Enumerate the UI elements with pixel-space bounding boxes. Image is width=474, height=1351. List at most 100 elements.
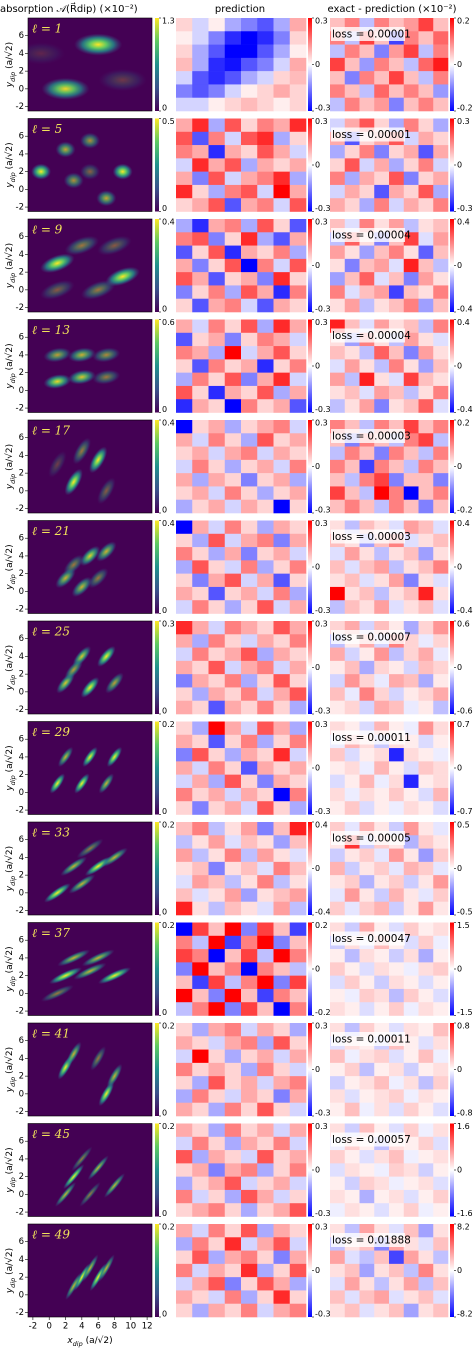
y-tick-label: -2 <box>16 705 24 715</box>
heatmap-cell <box>273 922 291 937</box>
heatmap-cell <box>344 346 360 360</box>
heatmap-cell <box>192 232 209 246</box>
heatmap-cell <box>176 473 193 487</box>
heatmap-cell <box>433 420 449 434</box>
y-label-rest: (a/√2) <box>4 1047 15 1077</box>
density-map <box>49 746 123 794</box>
heatmap-cell <box>273 935 291 950</box>
heatmap-cell <box>374 1250 390 1265</box>
heatmap-cell <box>344 901 360 916</box>
heatmap-cell <box>224 547 242 561</box>
heatmap-cell <box>344 1089 360 1104</box>
heatmap-cell <box>192 433 209 447</box>
heatmap-cell <box>374 399 390 413</box>
heatmap-cell <box>241 18 258 32</box>
heatmap-cell <box>433 359 449 373</box>
heatmap-cell <box>208 1023 226 1037</box>
colorbar-tick-label: 0 <box>315 764 320 773</box>
heatmap-cell <box>257 118 274 133</box>
heatmap-cell <box>241 600 258 614</box>
heatmap-cell <box>224 586 242 601</box>
heatmap-cell <box>257 420 274 434</box>
heatmap-cell <box>224 1203 242 1217</box>
heatmap-cell <box>192 674 209 688</box>
density-map <box>28 33 147 100</box>
heatmap-cell <box>224 184 242 199</box>
colorbar <box>450 520 454 614</box>
colorbar-tick-label: 0.5 <box>162 117 175 126</box>
heatmap-cell <box>224 835 242 849</box>
heatmap-cell <box>241 634 258 648</box>
heatmap-cell <box>344 660 360 675</box>
colorbar-tick-label: -0.2 <box>315 1008 331 1017</box>
heatmap-cell <box>344 861 360 876</box>
heatmap-cell <box>257 44 274 59</box>
heatmap-cell <box>176 319 193 334</box>
density-peak <box>63 554 84 575</box>
y-label-main: y <box>5 383 15 390</box>
row-label: ℓ = 33 <box>32 826 70 840</box>
heatmap-cell <box>433 158 449 172</box>
heatmap-cell <box>224 888 242 903</box>
heatmap-cell <box>289 372 307 387</box>
heatmap-cell <box>359 1290 375 1305</box>
heatmap-cell <box>224 420 242 434</box>
colorbar <box>308 1123 312 1217</box>
heatmap-cell <box>433 399 449 413</box>
heatmap-cell <box>289 988 307 1003</box>
heatmap-cell <box>224 332 242 347</box>
heatmap-cell <box>403 499 419 514</box>
heatmap-cell <box>224 272 242 286</box>
heatmap-cell <box>359 399 375 413</box>
loss-value: 0.00057 <box>367 1134 410 1146</box>
heatmap-cell <box>192 44 209 59</box>
heatmap-cell <box>289 1136 307 1151</box>
heatmap-cell <box>176 875 193 889</box>
heatmap-cell <box>257 1089 274 1104</box>
y-tick-label: 2 <box>19 770 24 780</box>
loss-value: 0.00001 <box>367 29 410 41</box>
heatmap-cell <box>224 520 242 535</box>
heatmap-cell <box>374 1002 390 1016</box>
colorbar-tick-label: 0 <box>457 1065 462 1074</box>
heatmap-cell <box>374 647 390 662</box>
heatmap-cell <box>374 158 390 172</box>
heatmap-cell <box>403 1203 419 1217</box>
heatmap-cell <box>176 748 193 762</box>
heatmap-cell <box>241 459 258 474</box>
heatmap-cell <box>192 888 209 903</box>
heatmap-cell <box>418 1263 434 1278</box>
heatmap-cell <box>359 1002 375 1016</box>
heatmap-cell <box>241 433 258 447</box>
row-label: ℓ = 21 <box>32 524 70 538</box>
y-tick-label: 4 <box>19 149 24 159</box>
y-tick-label: 4 <box>19 652 24 662</box>
heatmap-cell <box>289 748 307 762</box>
heatmap-cell <box>289 533 307 548</box>
heatmap-cell <box>403 861 419 876</box>
y-tick-label: 6 <box>19 1237 24 1247</box>
colorbar-tick-label: 0.3 <box>315 720 328 729</box>
heatmap-cell <box>389 71 405 85</box>
panel-title: prediction <box>215 4 265 15</box>
heatmap-cell <box>389 359 405 373</box>
heatmap-cell <box>273 1002 291 1016</box>
heatmap-cell <box>418 1176 434 1191</box>
heatmap-cell <box>433 560 449 574</box>
loss-box <box>331 1233 405 1247</box>
heatmap-cell <box>192 71 209 85</box>
y-label-sub: dip <box>9 474 17 484</box>
heatmap-cell <box>359 1150 375 1164</box>
heatmap-cell <box>257 1263 274 1278</box>
heatmap-cell <box>344 573 360 588</box>
heatmap-cell <box>359 158 375 172</box>
heatmap-cell <box>241 586 258 601</box>
loss-box <box>331 831 405 845</box>
heatmap-cell <box>176 84 193 99</box>
heatmap-cell <box>257 473 274 487</box>
loss-box <box>331 127 405 142</box>
heatmap-cell <box>192 822 209 836</box>
heatmap-cell <box>403 1237 419 1251</box>
y-label-sub: dip <box>9 675 17 685</box>
heatmap-cell <box>433 687 449 702</box>
